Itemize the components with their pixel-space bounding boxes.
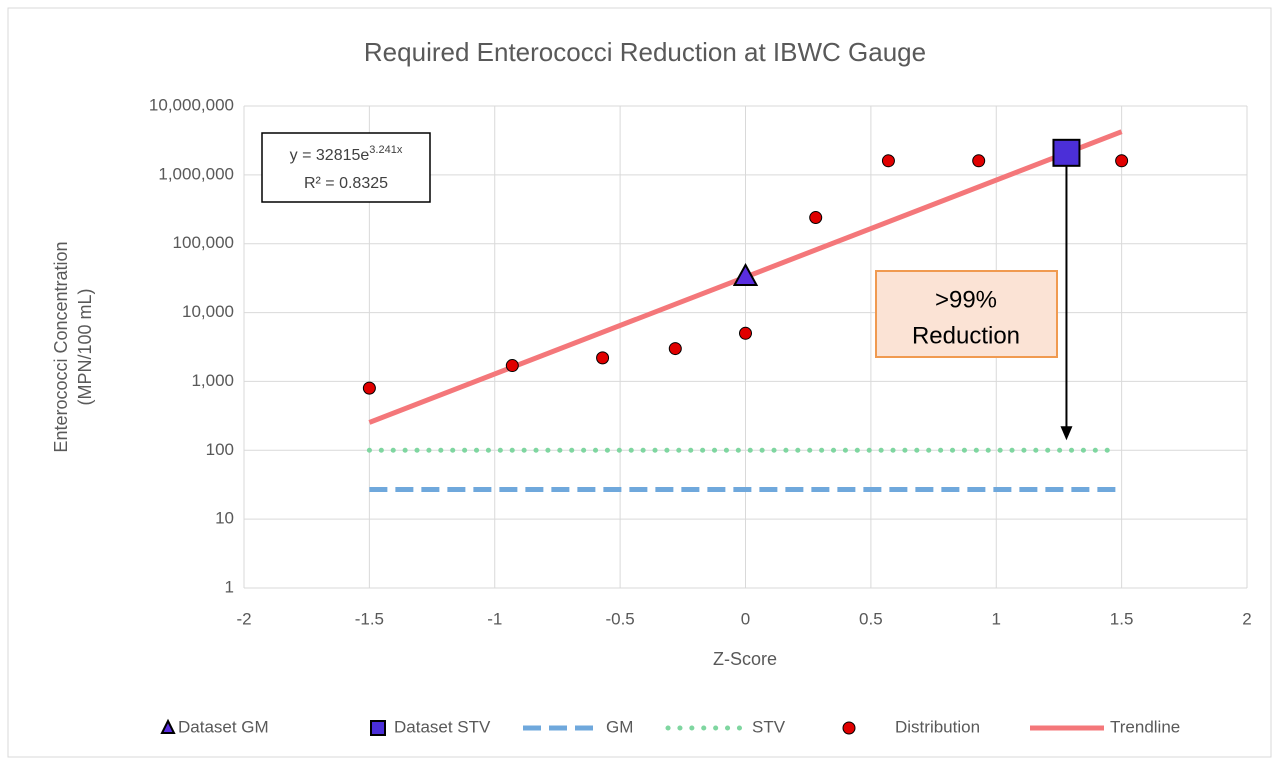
circle-marker [505,359,519,373]
circle-marker [809,211,823,225]
callout-text: Reduction [912,322,1020,349]
legend-label: Distribution [895,717,980,736]
circle-marker [1115,154,1129,168]
circle-marker [668,342,682,356]
chart-title: Required Enterococci Reduction at IBWC G… [364,37,926,67]
y-tick-label: 10 [215,509,234,528]
x-tick-label: 2 [1242,609,1251,628]
x-tick-label: 0 [741,609,750,628]
y-axis-label: Enterococci Concentration (MPN/100 mL) [51,241,95,452]
r-squared: R² = 0.8325 [304,175,388,192]
y-axis-label-line: Enterococci Concentration [51,241,71,452]
x-tick-label: 1.5 [1110,609,1134,628]
x-tick-label: 0.5 [859,609,883,628]
callout-text: >99% [935,286,997,313]
circle-marker [362,381,376,395]
callout-box [875,270,1058,358]
arrow-head [1060,426,1073,441]
y-tick-label: 1,000,000 [158,164,234,183]
legend-swatch [370,720,386,736]
legend-label: STV [752,717,786,736]
triangle-marker [732,262,759,287]
legend-swatch [842,721,856,735]
y-tick-label: 10,000 [182,302,234,321]
y-tick-label: 100 [206,440,234,459]
circle-marker [739,326,752,340]
x-axis-label: Z-Score [713,649,777,669]
y-tick-label: 1,000 [191,371,234,390]
circle-marker [881,154,895,168]
circle-marker [972,154,986,168]
x-tick-label: -1 [487,609,502,628]
chart-frame [7,7,1272,758]
x-tick-label: -1.5 [355,609,384,628]
equation-box: y = 32815e3.241x R² = 0.8325 [261,132,431,203]
square-marker [1052,138,1081,167]
legend-label: Trendline [1110,717,1180,736]
equation-exponent: 3.241x [369,144,403,156]
x-tick-label: 1 [992,609,1001,628]
circle-marker [596,351,610,365]
y-tick-label: 100,000 [173,233,234,252]
legend-label: GM [606,717,633,736]
equation: y = 32815e3.241x [290,144,403,164]
y-axis-label-line: (MPN/100 mL) [75,288,95,405]
legend-label: Dataset GM [178,717,269,736]
y-tick-label: 10,000,000 [149,95,234,114]
legend-label: Dataset STV [394,717,491,736]
equation-base: y = 32815e [290,147,370,164]
y-tick-label: 1 [225,577,234,596]
callout: >99% Reduction [875,270,1058,358]
legend-swatch [160,718,176,734]
equation-frame [261,132,431,203]
x-tick-label: -0.5 [605,609,634,628]
x-tick-label: -2 [236,609,251,628]
